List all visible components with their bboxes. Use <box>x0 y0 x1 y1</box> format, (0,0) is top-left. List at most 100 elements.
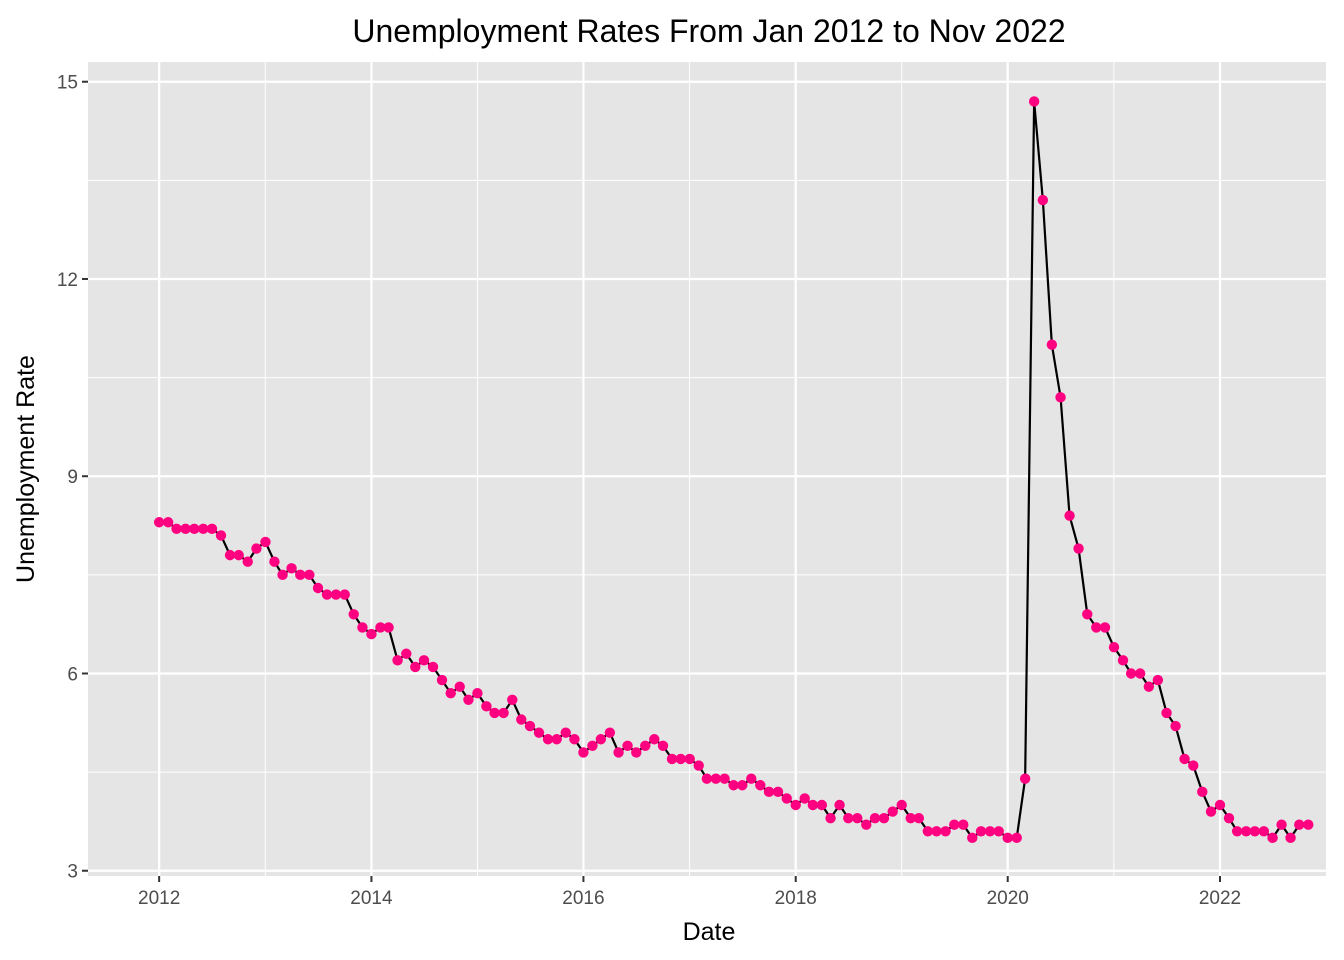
data-point <box>1188 760 1199 771</box>
data-point <box>843 812 854 824</box>
data-point <box>153 517 165 528</box>
data-point <box>905 812 916 824</box>
chart-title: Unemployment Rates From Jan 2012 to Nov … <box>352 13 1065 49</box>
data-point <box>975 826 987 837</box>
data-point <box>1214 799 1226 811</box>
data-point <box>949 819 960 830</box>
data-point <box>295 569 306 581</box>
data-point <box>993 826 1004 837</box>
x-tick-label: 2018 <box>775 888 817 909</box>
data-point <box>675 753 686 765</box>
y-axis-title: Unemployment Rate <box>12 355 40 583</box>
data-point <box>613 747 624 758</box>
data-point <box>657 740 669 752</box>
data-point <box>781 793 792 804</box>
data-point <box>242 556 253 567</box>
data-point <box>507 694 518 705</box>
data-point <box>304 569 315 581</box>
data-point <box>1240 826 1252 837</box>
data-point <box>215 530 227 541</box>
data-point <box>1046 339 1058 350</box>
grid-minor <box>88 62 1326 876</box>
data-point <box>366 628 377 640</box>
data-point <box>436 674 448 686</box>
data-point <box>640 740 651 752</box>
y-axis: 3 6 9 12 15 <box>57 73 88 883</box>
y-tick-label: 9 <box>67 467 78 488</box>
data-point <box>206 523 218 535</box>
data-point <box>896 799 907 811</box>
data-point <box>931 826 942 837</box>
data-point <box>1091 622 1102 633</box>
series-points-group <box>153 96 1314 844</box>
data-point <box>825 812 836 824</box>
data-point <box>649 734 660 745</box>
data-point <box>1082 609 1093 620</box>
data-point <box>1099 622 1111 633</box>
data-point <box>1108 641 1120 653</box>
data-point <box>418 655 430 666</box>
data-point <box>463 694 474 705</box>
data-point <box>180 523 191 535</box>
data-point <box>1303 819 1314 830</box>
data-point <box>861 819 872 830</box>
data-point <box>710 773 722 784</box>
data-point <box>410 661 421 673</box>
data-point <box>516 714 527 725</box>
data-point <box>763 786 775 798</box>
data-point <box>1205 806 1217 817</box>
data-point <box>1064 510 1075 521</box>
data-point <box>940 826 951 837</box>
x-axis-title: Date <box>683 918 736 946</box>
data-point <box>269 556 280 567</box>
data-point <box>728 780 739 791</box>
data-point <box>684 753 695 765</box>
data-point <box>189 523 200 535</box>
data-point <box>913 812 925 824</box>
data-point <box>1143 681 1155 692</box>
data-point <box>984 826 996 837</box>
data-point <box>1170 720 1181 732</box>
data-point <box>383 622 394 633</box>
data-point <box>1002 832 1013 844</box>
data-point <box>1223 812 1235 824</box>
data-point <box>1011 832 1022 844</box>
data-point <box>1294 819 1305 830</box>
y-tick-label: 12 <box>57 270 78 291</box>
data-point <box>1161 707 1172 719</box>
x-tick-label: 2022 <box>1199 888 1241 909</box>
data-point <box>489 707 500 719</box>
data-point <box>595 734 607 745</box>
data-point <box>737 780 748 791</box>
data-point <box>224 549 236 561</box>
data-point <box>277 569 288 581</box>
data-point <box>1019 773 1031 784</box>
data-point <box>348 609 359 620</box>
data-point <box>701 773 713 784</box>
x-axis: 2012 2014 2016 2018 2020 2022 <box>138 876 1241 909</box>
data-point <box>887 806 898 817</box>
data-point <box>807 799 819 811</box>
data-point <box>357 622 368 633</box>
data-point <box>693 760 704 771</box>
data-point <box>427 661 439 673</box>
data-point <box>524 720 536 732</box>
data-point <box>392 655 403 666</box>
data-point <box>498 707 509 719</box>
data-point <box>755 780 766 791</box>
data-point <box>1197 786 1208 798</box>
data-point <box>171 523 182 535</box>
data-point <box>1125 668 1137 679</box>
data-point <box>1267 832 1278 844</box>
data-point <box>816 799 828 811</box>
data-point <box>622 740 633 752</box>
data-point <box>198 523 209 535</box>
data-point <box>746 773 757 784</box>
grid-major <box>88 62 1326 876</box>
data-point <box>772 786 784 798</box>
x-tick-label: 2012 <box>138 888 180 909</box>
data-point <box>958 819 969 830</box>
data-point <box>542 734 554 745</box>
data-point <box>878 812 890 824</box>
